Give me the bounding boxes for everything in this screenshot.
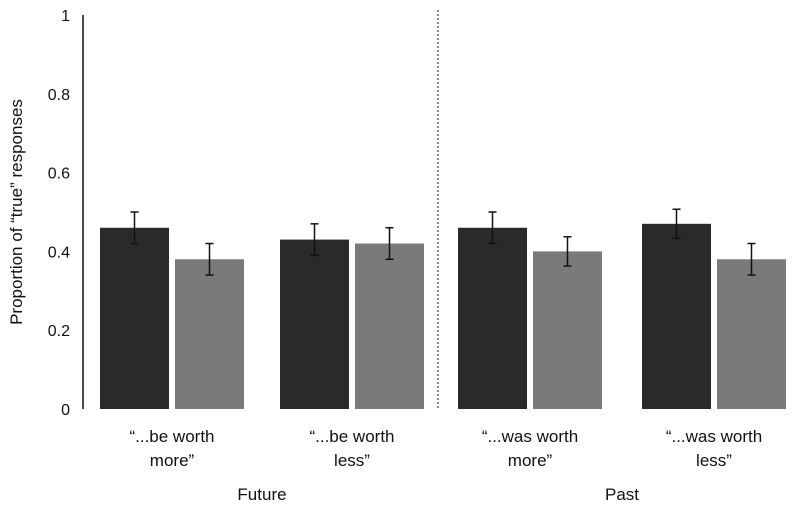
- x-tick-label: less”: [334, 451, 370, 470]
- x-tick-label: “...be worth: [309, 427, 394, 446]
- bar: [717, 259, 786, 409]
- bar: [642, 223, 711, 409]
- x-tick-label: “...be worth: [129, 427, 214, 446]
- bar: [280, 239, 349, 409]
- y-tick-label: 0.8: [48, 87, 70, 104]
- bar: [355, 243, 424, 409]
- y-tick-label: 0.4: [48, 244, 70, 261]
- y-tick-label: 1: [61, 8, 70, 25]
- x-tick-label: “...was worth: [666, 427, 762, 446]
- group-label: Future: [237, 485, 286, 504]
- bar: [458, 227, 527, 409]
- y-tick-label: 0.2: [48, 323, 70, 340]
- x-tick-label: “...was worth: [482, 427, 578, 446]
- x-tick-label: more”: [150, 451, 195, 470]
- y-axis-label: Proportion of “true” responses: [7, 99, 26, 325]
- y-tick-label: 0: [61, 402, 70, 419]
- y-tick-label: 0.6: [48, 166, 70, 183]
- group-label: Past: [605, 485, 639, 504]
- bar: [100, 227, 169, 409]
- bar: [533, 251, 602, 409]
- bar: [175, 259, 244, 409]
- x-tick-label: less”: [696, 451, 732, 470]
- x-tick-label: more”: [508, 451, 553, 470]
